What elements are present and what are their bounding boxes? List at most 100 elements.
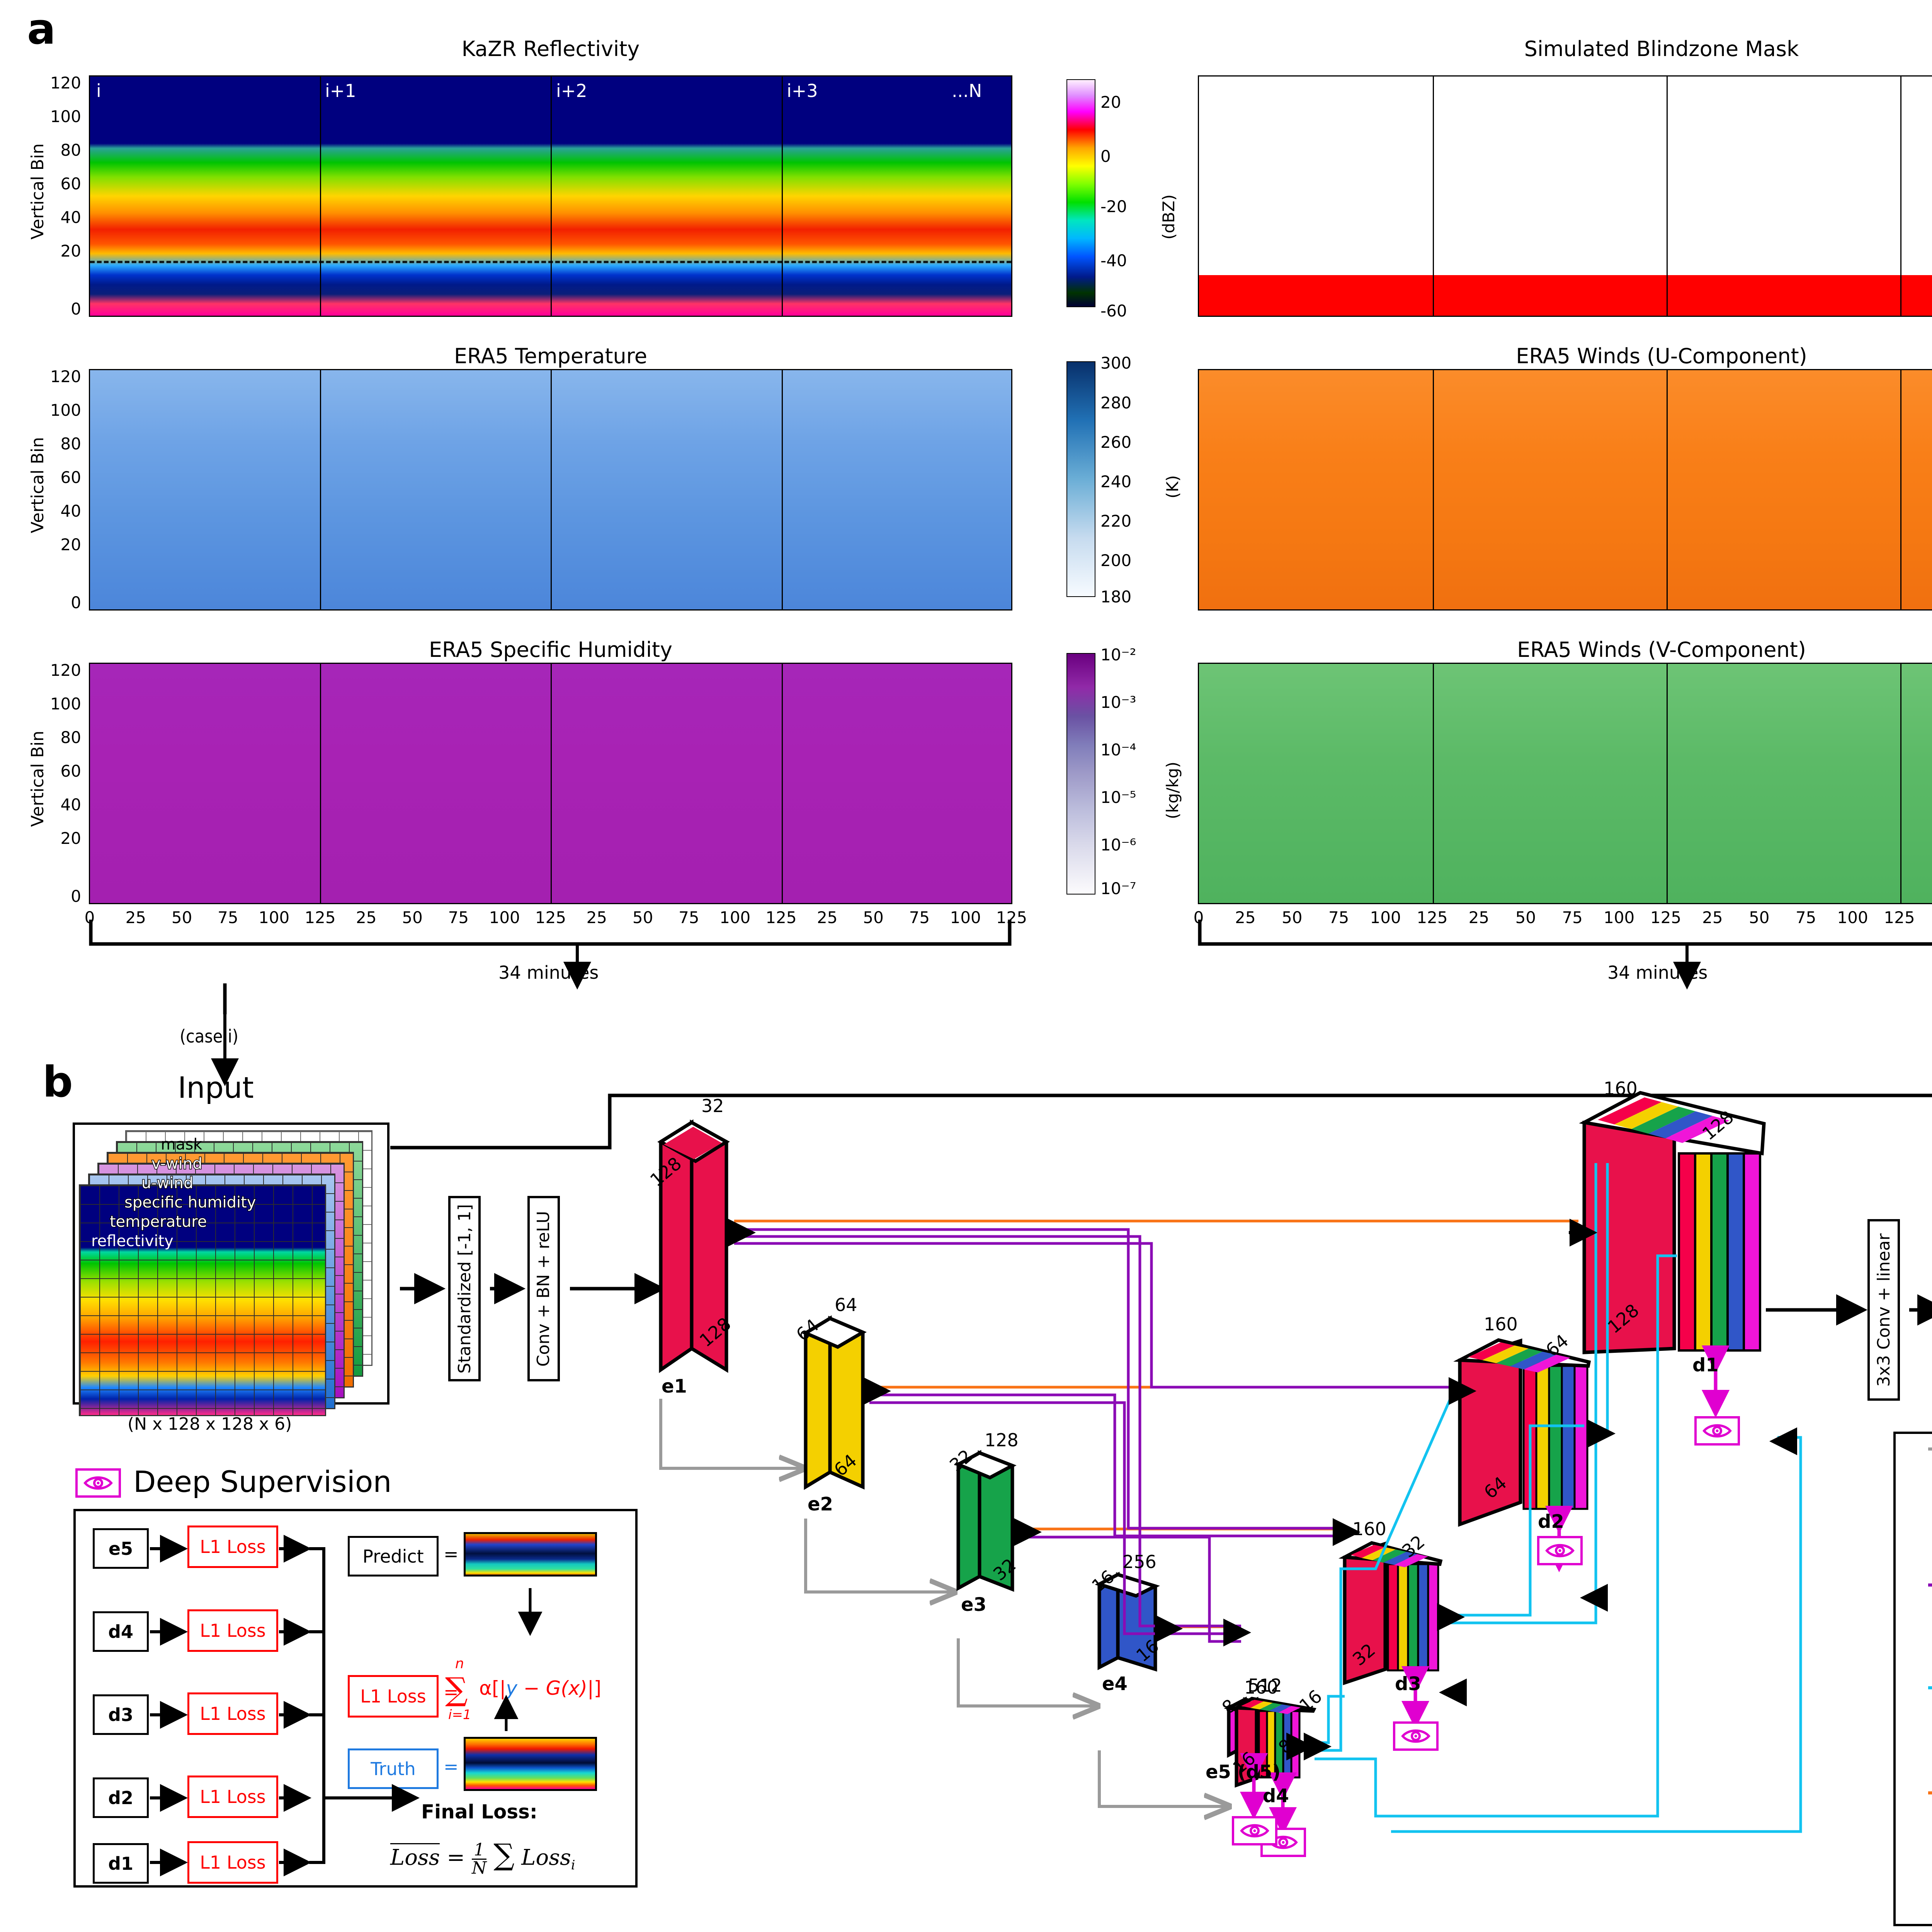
block-label-d1: d1 xyxy=(1692,1354,1719,1376)
conv-linear-block: 3x3 Conv + linear xyxy=(1867,1219,1900,1401)
cbar-tick: 240 xyxy=(1100,472,1132,491)
x-tick: 25 xyxy=(1929,908,1932,927)
panel-title-era5-specific-humidity: ERA5 Specific Humidity xyxy=(429,638,673,662)
x-tick: 75 xyxy=(218,908,238,927)
network-legend-box xyxy=(1893,1432,1932,1926)
cbar-tick: 20 xyxy=(1100,93,1121,112)
panel-title-era5-temperature: ERA5 Temperature xyxy=(454,344,647,368)
x-tick: 50 xyxy=(402,908,423,927)
ds-equals-truth: = xyxy=(444,1756,459,1777)
y-tick: 60 xyxy=(60,762,81,781)
x-tick: 25 xyxy=(586,908,607,927)
block-dim-e3-w: 32 xyxy=(946,1445,976,1476)
x-tick: 50 xyxy=(171,908,192,927)
x-tick: 50 xyxy=(1282,908,1303,927)
x-tick: 50 xyxy=(632,908,653,927)
y-tick: 120 xyxy=(50,73,81,92)
y-tick: 60 xyxy=(60,174,81,193)
x-tick: 50 xyxy=(1749,908,1770,927)
input-channel-label-specific-humidity: specific humidity xyxy=(124,1193,257,1212)
block-dim-e3-d: 32 xyxy=(989,1554,1020,1585)
conv-bn-relu-block: Conv + BN + reLU xyxy=(527,1196,560,1381)
x-tick: 75 xyxy=(679,908,699,927)
y-tick: 40 xyxy=(60,502,81,520)
cbar-tick: 10⁻⁵ xyxy=(1100,788,1136,807)
x-tick: 100 xyxy=(950,908,981,927)
x-tick: 0 xyxy=(84,908,95,927)
block-channels-d2: 160 xyxy=(1484,1314,1518,1335)
cbar-tick: 10⁻⁷ xyxy=(1100,879,1136,898)
cbar-tick: 200 xyxy=(1100,551,1132,570)
ds-l1-formula-box: L1 Loss xyxy=(348,1675,439,1718)
y-tick: 80 xyxy=(60,728,81,747)
block-dim-e5-d: 8 xyxy=(1274,1735,1297,1758)
case-label: (case i) xyxy=(180,1026,239,1047)
x-tick: 125 xyxy=(1417,908,1448,927)
block-dim-e2-w: 64 xyxy=(792,1315,823,1345)
masked-region xyxy=(1199,275,1932,316)
plot-era5-winds-u xyxy=(1198,369,1932,611)
deep-supervision-eye-icon-d2 xyxy=(1537,1536,1583,1565)
plot-blindzone-mask xyxy=(1198,75,1932,317)
input-channel-label-reflectivity: reflectivity xyxy=(91,1232,173,1250)
deep-supervision-eye-icon-e5 xyxy=(1232,1816,1277,1845)
cbar-tick: 220 xyxy=(1100,512,1132,531)
panel-a-letter: a xyxy=(27,4,56,54)
ds-l1-loss-d3: L1 Loss xyxy=(187,1692,278,1735)
block-dim-e4-d: 16 xyxy=(1132,1635,1163,1666)
block-channels-e1: 32 xyxy=(701,1095,724,1116)
x-tick: 25 xyxy=(356,908,377,927)
x-tick: 100 xyxy=(1604,908,1635,927)
x-tick: 100 xyxy=(259,908,290,927)
ds-truth-thumbnail xyxy=(464,1737,597,1791)
block-channels-e5: 512 xyxy=(1248,1675,1282,1696)
panel-title-kazr-reflectivity: KaZR Reflectivity xyxy=(461,37,640,61)
block-dim-e5-w: 8 xyxy=(1218,1695,1240,1718)
x-tick: 0 xyxy=(1193,908,1204,927)
block-dim-d1-w: 128 xyxy=(1698,1106,1738,1145)
y-tick: 100 xyxy=(50,401,81,420)
ds-l1-formula: α[|y − G(x)|] xyxy=(479,1677,602,1699)
cbar-tick: 180 xyxy=(1100,587,1132,606)
cbar-tick: -60 xyxy=(1100,301,1127,320)
x-tick: 100 xyxy=(1370,908,1401,927)
y-tick: 40 xyxy=(60,208,81,227)
x-tick: 125 xyxy=(1650,908,1682,927)
block-dim-d1-d: 128 xyxy=(1604,1299,1643,1338)
ds-predict-box: Predict xyxy=(348,1536,439,1577)
cbar-unit-dbz: (dBZ) xyxy=(1159,194,1178,240)
ds-final-loss-label: Final Loss: xyxy=(421,1801,537,1823)
panel-title-blindzone-mask: Simulated Blindzone Mask xyxy=(1524,37,1799,61)
cbar-unit-humidity: (kg/kg) xyxy=(1163,762,1182,819)
y-tick: 20 xyxy=(60,829,81,848)
y-tick: 100 xyxy=(50,107,81,126)
block-dim-e2-d: 64 xyxy=(830,1450,861,1481)
plot-kazr-reflectivity: i i+1 i+2 i+3 ...N xyxy=(89,75,1012,317)
block-dim-d4-w: 16 xyxy=(1295,1685,1326,1716)
cbar-unit-kelvin: (K) xyxy=(1163,475,1182,498)
block-label-d4: d4 xyxy=(1263,1785,1289,1807)
x-tick: 25 xyxy=(1235,908,1256,927)
segment-label-n: ...N xyxy=(952,80,982,101)
ds-equals-predict: = xyxy=(444,1544,459,1565)
block-label-e3: e3 xyxy=(961,1594,986,1616)
block-dim-d3-d: 32 xyxy=(1349,1639,1379,1670)
decoder-block-d2 xyxy=(1453,1338,1591,1527)
cbar-tick: 10⁻² xyxy=(1100,645,1136,664)
x-tick: 25 xyxy=(1702,908,1723,927)
block-channels-e4: 256 xyxy=(1122,1551,1156,1572)
duration-label-left: 34 minutes xyxy=(498,962,599,983)
input-stack-box: mask v-wind u-wind specific humidity tem… xyxy=(73,1122,389,1416)
panel-title-era5-winds-u: ERA5 Winds (U-Component) xyxy=(1516,344,1807,368)
x-tick: 75 xyxy=(448,908,469,927)
x-tick: 125 xyxy=(765,908,797,927)
x-tick: 25 xyxy=(125,908,146,927)
duration-label-right: 34 minutes xyxy=(1607,962,1708,983)
ds-l1-loss-d1: L1 Loss xyxy=(187,1841,278,1884)
block-label-d2: d2 xyxy=(1538,1511,1564,1532)
ds-sum-upper: n xyxy=(455,1656,464,1672)
x-tick: 100 xyxy=(489,908,520,927)
block-dim-d3-w: 32 xyxy=(1398,1531,1429,1562)
input-channel-label-v-wind: v-wind xyxy=(151,1155,203,1173)
cbar-tick: 280 xyxy=(1100,393,1132,412)
